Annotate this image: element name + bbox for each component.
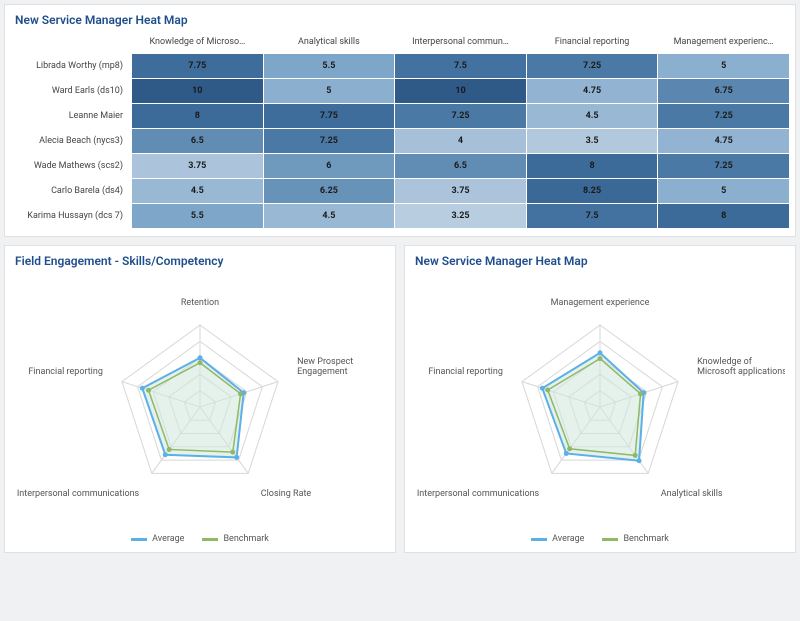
heatmap-cell: 7.5: [527, 204, 658, 228]
heatmap-col-header: Analytical skills: [264, 33, 395, 53]
heatmap-cell: 7.25: [395, 104, 526, 128]
heatmap-cell: 6: [264, 154, 395, 178]
legend-benchmark: Benchmark: [602, 534, 668, 544]
heatmap-cell: 7.25: [658, 154, 789, 178]
heatmap-row-header: Librada Worthy (mp8): [11, 54, 131, 78]
radar-right-chart: Management experience Knowledge ofMicroso…: [415, 278, 785, 528]
heatmap-cell: 6.5: [132, 129, 263, 153]
radar-axis-label: Knowledge ofMicrosoft applications: [697, 357, 785, 377]
heatmap-cell: 5: [658, 179, 789, 203]
legend-average: Average: [131, 534, 184, 544]
radar-left-panel: Field Engagement - Skills/Competency Ret…: [4, 245, 396, 553]
radar-axis-label: Analytical skills: [661, 489, 723, 499]
radar-series: [542, 353, 643, 461]
heatmap-cell: 7.25: [527, 54, 658, 78]
heatmap-cell: 7.5: [395, 54, 526, 78]
swatch-benchmark: [602, 538, 618, 541]
heatmap-row-header: Wade Mathews (scs2): [11, 154, 131, 178]
heatmap-cell: 4.5: [264, 204, 395, 228]
swatch-benchmark: [202, 538, 218, 541]
heatmap-cell: 10: [395, 79, 526, 103]
legend-average-label: Average: [152, 534, 184, 544]
heatmap-cell: 3.25: [395, 204, 526, 228]
swatch-average: [131, 538, 147, 541]
legend-average-label: Average: [552, 534, 584, 544]
radar-right-wrap: Management experience Knowledge ofMicroso…: [405, 274, 795, 534]
heatmap-cell: 8: [132, 104, 263, 128]
radar-axis-label: Retention: [181, 298, 219, 308]
radar-left-wrap: Retention New ProspectEngagement Closing R…: [5, 274, 395, 534]
heatmap-row-header: Leanne Maier: [11, 104, 131, 128]
heatmap-cell: 5.5: [132, 204, 263, 228]
heatmap-cell: 5: [264, 79, 395, 103]
heatmap-col-header: Management experienc…: [658, 33, 789, 53]
heatmap-col-header: Knowledge of Microso…: [132, 33, 263, 53]
legend-benchmark-label: Benchmark: [623, 534, 668, 544]
radar-right-title: New Service Manager Heat Map: [405, 246, 795, 274]
heatmap-cell: 8: [658, 204, 789, 228]
swatch-average: [531, 538, 547, 541]
heatmap-cell: 7.75: [264, 104, 395, 128]
radar-axis-label: Closing Rate: [261, 489, 312, 499]
heatmap-row-header: Alecia Beach (nycs3): [11, 129, 131, 153]
heatmap-cell: 4.75: [527, 79, 658, 103]
heatmap-cell: 8.25: [527, 179, 658, 203]
legend-benchmark-label: Benchmark: [223, 534, 268, 544]
heatmap-cell: 4: [395, 129, 526, 153]
heatmap-col-header: Interpersonal commun…: [395, 33, 526, 53]
radar-axis-label: Interpersonal communications: [17, 489, 140, 499]
radar-axis-label: Financial reporting: [428, 367, 503, 377]
heatmap-row-header: Ward Earls (ds10): [11, 79, 131, 103]
radar-left-chart: Retention New ProspectEngagement Closing R…: [15, 278, 385, 528]
heatmap-cell: 6.75: [658, 79, 789, 103]
radar-right-panel: New Service Manager Heat Map Management …: [404, 245, 796, 553]
heatmap-title: New Service Manager Heat Map: [5, 5, 795, 33]
heatmap-panel: New Service Manager Heat Map Knowledge o…: [4, 4, 796, 237]
radar-left-legend: Average Benchmark: [5, 534, 395, 552]
heatmap-cell: 7.25: [264, 129, 395, 153]
heatmap-cell: 5.5: [264, 54, 395, 78]
radar-axis-label: Financial reporting: [28, 367, 103, 377]
heatmap-col-header: Financial reporting: [527, 33, 658, 53]
bottom-row: Field Engagement - Skills/Competency Ret…: [0, 241, 800, 557]
legend-benchmark: Benchmark: [202, 534, 268, 544]
heatmap-grid: Knowledge of Microso…Analytical skillsIn…: [5, 33, 795, 236]
heatmap-cell: 10: [132, 79, 263, 103]
heatmap-row-header: Karima Hussayn (dcs 7): [11, 204, 131, 228]
radar-axis-label: New ProspectEngagement: [297, 357, 353, 377]
heatmap-cell: 4.5: [527, 104, 658, 128]
heatmap-cell: 3.5: [527, 129, 658, 153]
radar-right-legend: Average Benchmark: [405, 534, 795, 552]
heatmap-cell: 7.25: [658, 104, 789, 128]
heatmap-cell: 6.25: [264, 179, 395, 203]
heatmap-cell: 8: [527, 154, 658, 178]
heatmap-cell: 6.5: [395, 154, 526, 178]
heatmap-cell: 3.75: [395, 179, 526, 203]
heatmap-row-header: Carlo Barela (ds4): [11, 179, 131, 203]
heatmap-cell: 5: [658, 54, 789, 78]
heatmap-cell: 7.75: [132, 54, 263, 78]
radar-axis-label: Interpersonal communications: [417, 489, 540, 499]
heatmap-cell: 3.75: [132, 154, 263, 178]
heatmap-cell: 4.75: [658, 129, 789, 153]
radar-axis-label: Management experience: [551, 298, 650, 308]
radar-left-title: Field Engagement - Skills/Competency: [5, 246, 395, 274]
legend-average: Average: [531, 534, 584, 544]
heatmap-cell: 4.5: [132, 179, 263, 203]
